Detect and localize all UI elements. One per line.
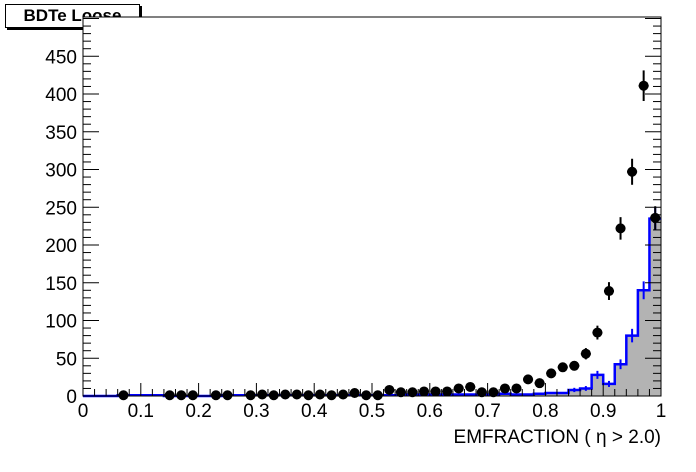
y-tick-label: 350	[45, 123, 77, 144]
x-tick-label: 0.5	[359, 401, 385, 422]
data-point	[523, 374, 534, 385]
x-tick-label: 0.1	[128, 401, 154, 422]
data-point	[268, 390, 279, 401]
data-point	[326, 390, 337, 401]
x-tick-label: 0.7	[474, 401, 500, 422]
x-tick-label: 0.2	[185, 401, 211, 422]
data-point	[303, 390, 314, 401]
y-tick-label: 400	[45, 85, 77, 106]
data-point	[118, 390, 129, 401]
data-point	[349, 387, 360, 398]
data-point	[465, 381, 476, 392]
data-point	[361, 390, 372, 401]
y-tick-label: 100	[45, 312, 77, 333]
x-tick-label: 0.9	[590, 401, 616, 422]
data-point	[407, 387, 418, 398]
data-point	[280, 389, 291, 400]
data-point	[338, 389, 349, 400]
data-point	[395, 387, 406, 398]
x-tick-label: 0	[78, 401, 89, 422]
x-tick-label: 0.4	[301, 401, 328, 422]
x-tick-label: 0.3	[243, 401, 269, 422]
data-point	[419, 386, 430, 397]
x-axis-label: EMFRACTION ( η > 2.0)	[454, 427, 661, 448]
data-point	[557, 362, 568, 373]
data-point	[245, 390, 256, 401]
data-point	[476, 387, 487, 398]
data-point	[488, 387, 499, 398]
data-point	[569, 360, 580, 371]
data-point	[580, 348, 591, 359]
data-point	[430, 386, 441, 397]
chart-title: BDTe Loose	[5, 4, 140, 28]
data-point	[592, 327, 603, 338]
data-point	[603, 286, 614, 297]
data-point	[164, 390, 175, 401]
data-point	[615, 223, 626, 234]
x-tick-label: 1	[656, 401, 667, 422]
data-point	[187, 390, 198, 401]
plot-background	[83, 17, 661, 396]
data-point	[257, 389, 268, 400]
data-point	[511, 383, 522, 394]
data-point	[638, 80, 649, 91]
y-tick-label: 200	[45, 236, 77, 257]
data-point	[372, 390, 383, 401]
y-tick-label: 450	[45, 47, 77, 68]
y-tick-label: 150	[45, 274, 77, 295]
data-point	[384, 384, 395, 395]
data-point	[453, 383, 464, 394]
data-point	[176, 390, 187, 401]
data-point	[650, 212, 661, 223]
data-point	[534, 378, 545, 389]
y-tick-label: 0	[66, 387, 77, 408]
y-tick-label: 300	[45, 161, 77, 182]
y-tick-label: 50	[56, 349, 77, 370]
data-point	[627, 166, 638, 177]
data-point	[314, 389, 325, 400]
data-point	[291, 389, 302, 400]
data-point	[210, 390, 221, 401]
data-point	[546, 368, 557, 379]
data-point	[442, 386, 453, 397]
data-point	[499, 383, 510, 394]
x-tick-label: 0.8	[532, 401, 558, 422]
data-point	[222, 390, 233, 401]
y-tick-label: 250	[45, 198, 77, 219]
x-tick-label: 0.6	[417, 401, 443, 422]
